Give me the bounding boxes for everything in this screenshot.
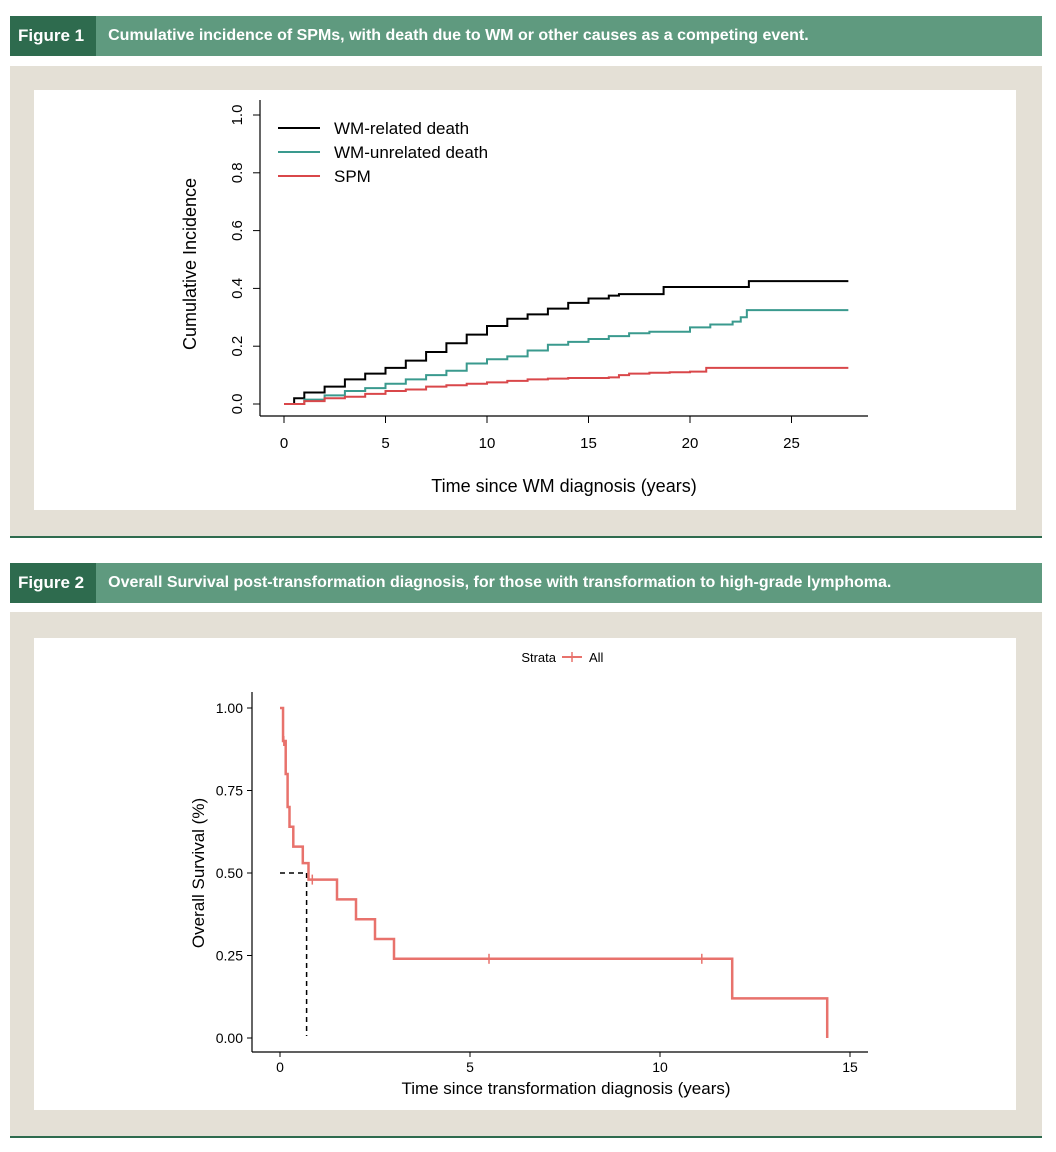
y-tick-label: 1.0 [229,105,246,126]
y-tick-label: 1.00 [216,700,243,716]
legend-label-2: SPM [334,167,371,186]
y-tick-label: 0.00 [216,1030,243,1046]
x-tick-label: 5 [466,1059,474,1075]
x-tick-label: 20 [682,435,699,452]
figure1-bottom-rule [10,536,1042,538]
x-tick-label: 0 [276,1059,284,1075]
y-tick-label: 0.2 [229,336,246,357]
figure2-tag: Figure 2 [10,563,97,603]
legend-label-0: WM-related death [334,119,469,138]
y-tick-label: 0.4 [229,278,246,299]
x-tick-label: 15 [580,435,597,452]
x-tick-label: 15 [842,1059,858,1075]
legend-title: Strata [521,650,556,665]
x-tick-label: 10 [652,1059,668,1075]
x-tick-label: 10 [479,435,496,452]
figure1-tag: Figure 1 [10,16,97,56]
overall-survival-chart: 0.00 0.25 0.50 0.75 1.00 0 5 10 15 Time since tra… [189,650,868,1098]
survival-curve [280,706,829,1038]
y-axis-label: Overall Survival (%) [189,798,208,948]
x-axis-label: Time since WM diagnosis (years) [431,476,696,496]
series-line-2 [284,366,849,405]
x-axis-label: Time since transformation diagnosis (yea… [401,1079,730,1098]
figure2-header: Figure 2 Overall Survival post-transform… [10,563,1042,603]
x-tick-label: 0 [280,435,288,452]
x-tick-label: 25 [783,435,800,452]
figure1-panel: 0.0 0.2 0.4 0.6 0.8 1.0 0 5 10 15 20 25 Time since W… [10,66,1042,536]
legend-label: All [589,650,604,665]
x-tick-label: 5 [381,435,389,452]
legend-label-1: WM-unrelated death [334,143,488,162]
figure2-plot-area: 0.00 0.25 0.50 0.75 1.00 0 5 10 15 Time since tra… [34,638,1016,1110]
y-tick-label: 0.50 [216,865,243,881]
y-tick-label: 0.75 [216,783,243,799]
series-line-1 [284,309,849,405]
figure2-title: Overall Survival post-transformation dia… [108,574,892,591]
figure2-panel: 0.00 0.25 0.50 0.75 1.00 0 5 10 15 Time since tra… [10,612,1042,1136]
series-line-0 [284,280,849,405]
y-tick-label: 0.8 [229,162,246,183]
y-tick-label: 0.0 [229,394,246,415]
y-tick-label: 0.6 [229,220,246,241]
figure1-header: Figure 1 Cumulative incidence of SPMs, w… [10,16,1042,56]
figure1-plot-area: 0.0 0.2 0.4 0.6 0.8 1.0 0 5 10 15 20 25 Time since W… [34,90,1016,510]
figure1-title: Cumulative incidence of SPMs, with death… [108,27,809,44]
y-tick-label: 0.25 [216,948,243,964]
cumulative-incidence-chart: 0.0 0.2 0.4 0.6 0.8 1.0 0 5 10 15 20 25 Time since W… [180,100,868,496]
y-axis-label: Cumulative Incidence [180,178,200,350]
figure2-bottom-rule [10,1136,1042,1138]
